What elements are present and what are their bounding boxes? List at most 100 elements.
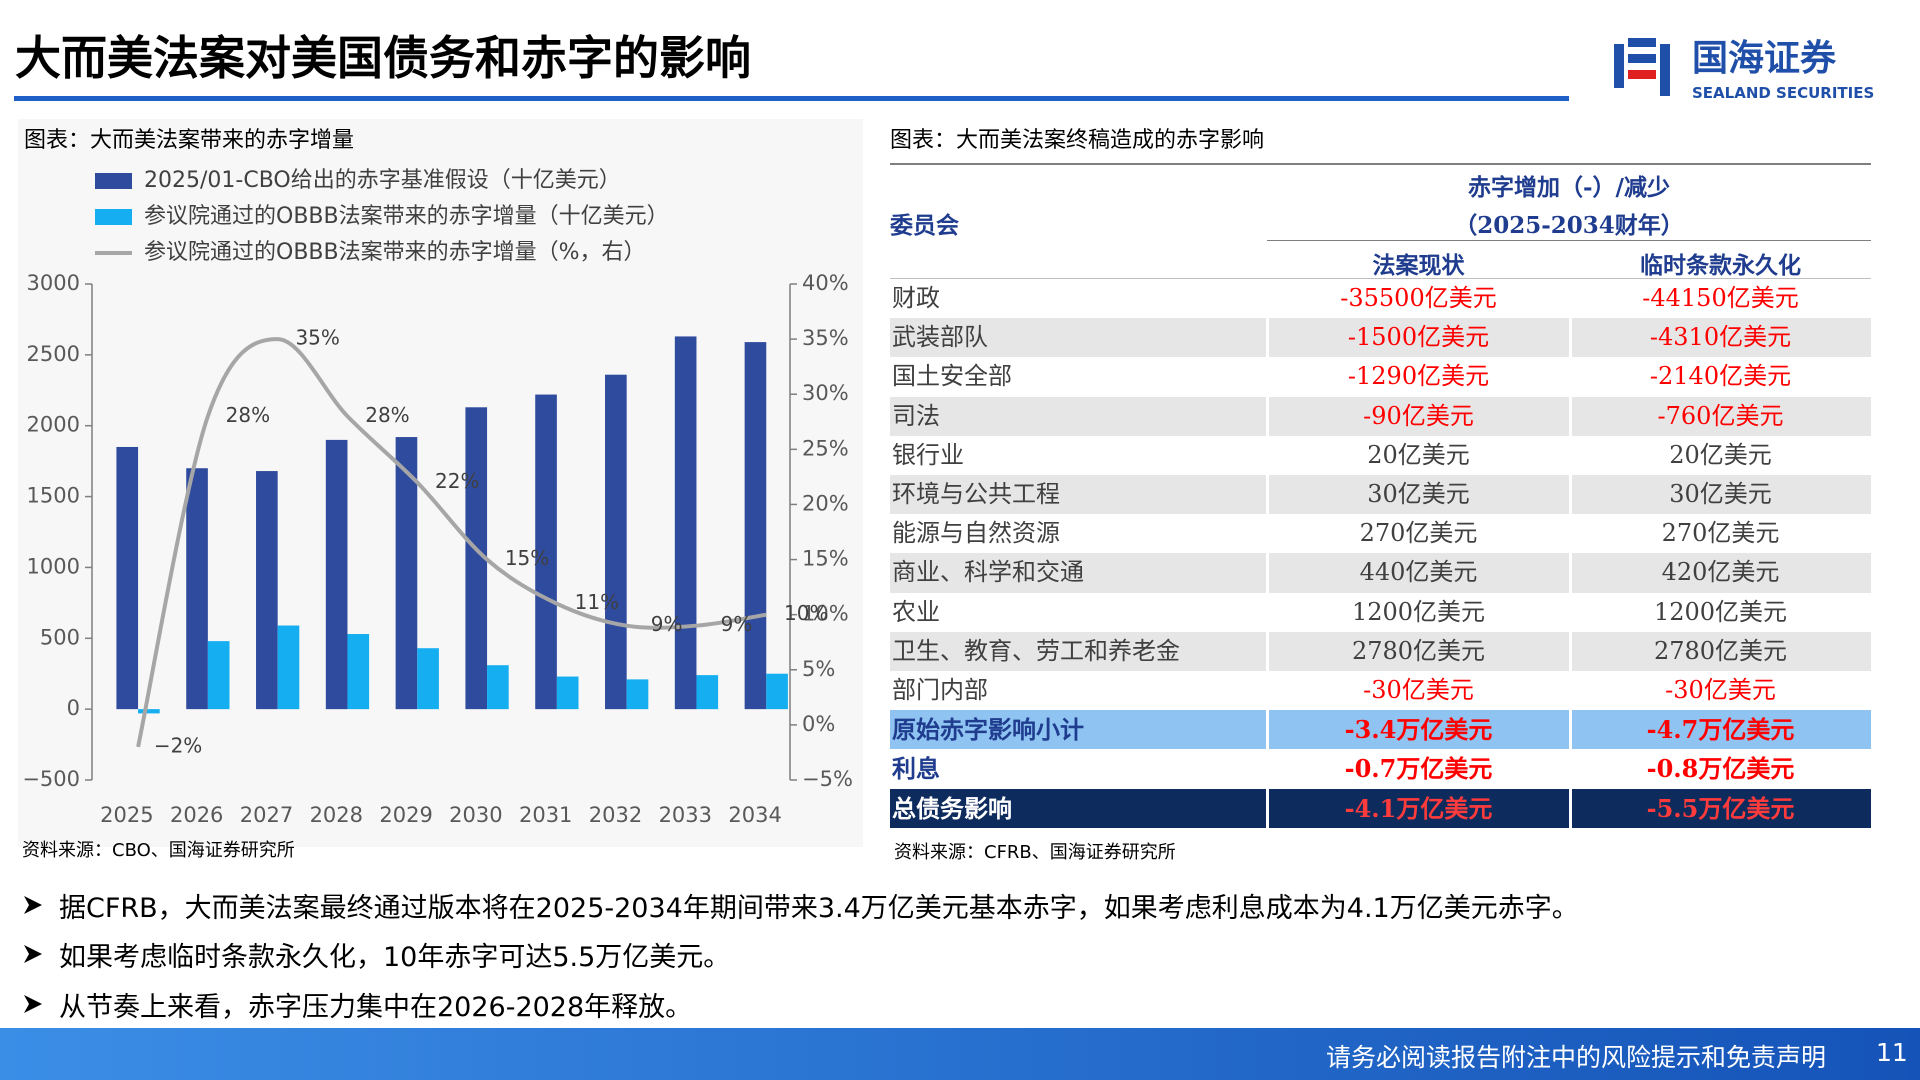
- row-value: 420亿美元: [1661, 558, 1780, 587]
- column-gap: [1569, 671, 1572, 711]
- data-label: 9%: [651, 612, 683, 636]
- column-gap: [1569, 592, 1572, 632]
- table-row: [890, 671, 1871, 711]
- row-value: -3.4万亿美元: [1344, 715, 1493, 745]
- row-value: 20亿美元: [1669, 440, 1772, 469]
- column-gap: [1569, 357, 1572, 397]
- table-row: [890, 318, 1871, 358]
- bullet: 从节奏上来看，赤字压力集中在2026-2028年释放。: [59, 992, 693, 1023]
- footer-disclaimer: 请务必阅读报告附注中的风险提示和免责声明: [1325, 1043, 1826, 1072]
- logo-icon: [1628, 54, 1656, 63]
- bar: [766, 673, 788, 710]
- bar: [277, 625, 300, 710]
- row-value: 270亿美元: [1359, 519, 1478, 548]
- logo-icon: [1660, 44, 1670, 96]
- row-value: 2780亿美元: [1653, 636, 1788, 665]
- row-value: 1200亿美元: [1653, 597, 1788, 626]
- column-gap: [1266, 749, 1269, 789]
- legend-label: 2025/01-CBO给出的赤字基准假设（十亿美元）: [144, 168, 621, 193]
- logo-icon: [1628, 38, 1656, 47]
- y2-tick-label: 20%: [802, 491, 849, 515]
- column-gap: [1266, 788, 1269, 828]
- chart-panel: [18, 119, 863, 847]
- data-label: 35%: [295, 326, 339, 350]
- row-value: 2780亿美元: [1351, 636, 1486, 665]
- table-rule: [1267, 240, 1871, 241]
- table-rule: [890, 278, 1871, 279]
- column-gap: [1266, 435, 1269, 475]
- logo-icon: [1614, 44, 1624, 88]
- bar: [138, 709, 160, 714]
- table-row: [890, 592, 1871, 632]
- column-gap: [1266, 671, 1269, 711]
- table-caption: 图表：大而美法案终稿造成的赤字影响: [890, 128, 1265, 153]
- row-value: -90亿美元: [1363, 401, 1474, 430]
- bullet-arrow: [24, 896, 42, 914]
- row-label: 原始赤字影响小计: [892, 715, 1084, 745]
- bullet: 如果考虑临时条款永久化，10年赤字可达5.5万亿美元。: [59, 942, 731, 973]
- row-label: 总债务影响: [892, 793, 1012, 823]
- title-rule: [14, 96, 1569, 101]
- bullet-icons: [24, 896, 42, 1013]
- legend-label: 参议院通过的OBBB法案带来的赤字增量（%，右）: [144, 240, 646, 265]
- row-value: -1500亿美元: [1347, 323, 1490, 352]
- row-value: 270亿美元: [1661, 519, 1780, 548]
- bullet-arrow: [24, 945, 42, 963]
- bar: [487, 665, 509, 710]
- bar: [347, 634, 370, 710]
- column-gap: [1569, 514, 1572, 554]
- data-label: −2%: [154, 733, 203, 757]
- bar: [674, 336, 697, 710]
- data-label: 28%: [226, 403, 270, 427]
- table-header: 委员会: [890, 212, 959, 239]
- column-gap: [1569, 279, 1572, 319]
- row-label: 武装部队: [892, 323, 988, 352]
- logo-en: SEALAND SECURITIES: [1692, 84, 1874, 102]
- column-gap: [1266, 710, 1269, 750]
- x-tick-label: 2027: [240, 803, 293, 827]
- line: [136, 337, 767, 748]
- column-gap: [1569, 396, 1572, 436]
- row-label: 银行业: [892, 440, 964, 469]
- bar: [556, 676, 579, 710]
- table-row: [890, 749, 1871, 789]
- table-row: [890, 357, 1871, 397]
- data-label: 28%: [365, 403, 409, 427]
- column-gap: [1266, 357, 1269, 397]
- bar: [626, 679, 649, 710]
- x-tick-label: 2031: [519, 803, 572, 827]
- footer-bar: [0, 1028, 1920, 1080]
- table-row: [890, 396, 1871, 436]
- row-value: 30亿美元: [1367, 480, 1470, 508]
- row-label: 司法: [892, 401, 940, 430]
- logo-icon: [1628, 70, 1656, 79]
- table-row: [890, 553, 1871, 593]
- bar: [395, 437, 418, 710]
- bullet-arrow: [24, 995, 42, 1013]
- column-gap: [1569, 553, 1572, 593]
- row-value: 1200亿美元: [1351, 597, 1486, 626]
- table-header: 临时条款永久化: [1640, 252, 1801, 279]
- y2-tick-label: 25%: [802, 436, 849, 460]
- data-label: 11%: [575, 590, 619, 614]
- row-label: 环境与公共工程: [892, 480, 1060, 508]
- table-row: [890, 514, 1871, 554]
- table-row: [890, 631, 1871, 671]
- legend-label: 参议院通过的OBBB法案带来的赤字增量（十亿美元）: [144, 204, 669, 229]
- table-row: [890, 279, 1871, 319]
- column-gap: [1569, 710, 1572, 750]
- x-tick-label: 2025: [100, 803, 153, 827]
- bar: [417, 648, 439, 710]
- row-label: 卫生、教育、劳工和养老金: [892, 636, 1180, 665]
- logo: 国海证券 SEALAND SECURITIES: [1614, 38, 1874, 102]
- y2-tick-label: 15%: [802, 547, 849, 571]
- bar: [696, 675, 719, 710]
- column-gap: [1569, 631, 1572, 671]
- row-value: -2140亿美元: [1649, 362, 1792, 391]
- y-tick-label: 3000: [27, 271, 80, 295]
- chart-source: 资料来源：CBO、国海证券研究所: [22, 840, 295, 861]
- data-label: 9%: [721, 612, 753, 636]
- row-value: -4.1万亿美元: [1344, 793, 1493, 823]
- row-label: 利息: [892, 754, 940, 784]
